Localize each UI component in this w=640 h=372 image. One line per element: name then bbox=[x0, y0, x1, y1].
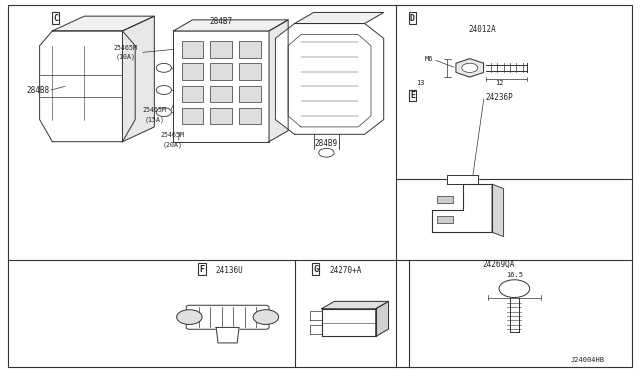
Text: 284B9: 284B9 bbox=[315, 139, 338, 148]
Polygon shape bbox=[269, 20, 288, 142]
Text: 12: 12 bbox=[495, 80, 504, 86]
Circle shape bbox=[253, 310, 278, 324]
Circle shape bbox=[156, 108, 172, 116]
Text: 24136U: 24136U bbox=[216, 266, 243, 275]
Polygon shape bbox=[52, 16, 154, 31]
FancyBboxPatch shape bbox=[182, 86, 204, 102]
FancyBboxPatch shape bbox=[182, 63, 204, 80]
Text: 25465M: 25465M bbox=[114, 45, 138, 51]
Text: 13: 13 bbox=[416, 80, 424, 86]
Bar bbox=[173, 31, 269, 142]
Polygon shape bbox=[122, 16, 154, 142]
Polygon shape bbox=[321, 309, 376, 336]
FancyBboxPatch shape bbox=[182, 41, 204, 58]
Text: F: F bbox=[200, 264, 205, 273]
Polygon shape bbox=[40, 31, 135, 142]
Text: 284B7: 284B7 bbox=[210, 17, 233, 26]
Circle shape bbox=[177, 310, 202, 324]
FancyBboxPatch shape bbox=[239, 108, 260, 124]
Polygon shape bbox=[431, 184, 492, 232]
FancyBboxPatch shape bbox=[211, 63, 232, 80]
Circle shape bbox=[319, 148, 334, 157]
FancyBboxPatch shape bbox=[211, 108, 232, 124]
FancyBboxPatch shape bbox=[211, 86, 232, 102]
Text: 24270+A: 24270+A bbox=[330, 266, 362, 275]
Polygon shape bbox=[216, 327, 239, 343]
Text: (20A): (20A) bbox=[162, 141, 182, 148]
Circle shape bbox=[462, 63, 477, 73]
Text: 24269QA: 24269QA bbox=[483, 260, 515, 269]
Circle shape bbox=[156, 86, 172, 94]
Circle shape bbox=[499, 280, 530, 298]
Text: G: G bbox=[313, 264, 318, 273]
FancyBboxPatch shape bbox=[239, 86, 260, 102]
FancyBboxPatch shape bbox=[186, 305, 269, 329]
Text: E: E bbox=[410, 91, 415, 100]
Polygon shape bbox=[173, 20, 288, 31]
Text: J24004HB: J24004HB bbox=[571, 356, 605, 363]
Polygon shape bbox=[310, 311, 321, 320]
Text: 24236P: 24236P bbox=[486, 93, 513, 102]
Text: (10A): (10A) bbox=[116, 54, 136, 60]
Text: 284B8: 284B8 bbox=[26, 86, 49, 94]
Polygon shape bbox=[447, 175, 478, 184]
Polygon shape bbox=[310, 325, 321, 334]
Text: 25465M: 25465M bbox=[160, 132, 184, 138]
Text: C: C bbox=[53, 13, 58, 22]
Text: D: D bbox=[410, 13, 415, 22]
Polygon shape bbox=[456, 59, 484, 77]
Polygon shape bbox=[376, 301, 388, 336]
FancyBboxPatch shape bbox=[239, 41, 260, 58]
FancyBboxPatch shape bbox=[182, 108, 204, 124]
Text: 16.5: 16.5 bbox=[506, 272, 523, 278]
Polygon shape bbox=[321, 301, 388, 309]
Bar bbox=[436, 216, 452, 223]
Text: 25465M: 25465M bbox=[142, 107, 166, 113]
Text: M6: M6 bbox=[425, 56, 434, 62]
Text: 24012A: 24012A bbox=[468, 25, 497, 33]
Circle shape bbox=[156, 63, 172, 72]
Polygon shape bbox=[275, 23, 384, 134]
Bar bbox=[436, 196, 452, 203]
FancyBboxPatch shape bbox=[239, 63, 260, 80]
Polygon shape bbox=[492, 184, 504, 237]
Text: (15A): (15A) bbox=[145, 116, 164, 123]
FancyBboxPatch shape bbox=[211, 41, 232, 58]
Polygon shape bbox=[294, 13, 384, 23]
